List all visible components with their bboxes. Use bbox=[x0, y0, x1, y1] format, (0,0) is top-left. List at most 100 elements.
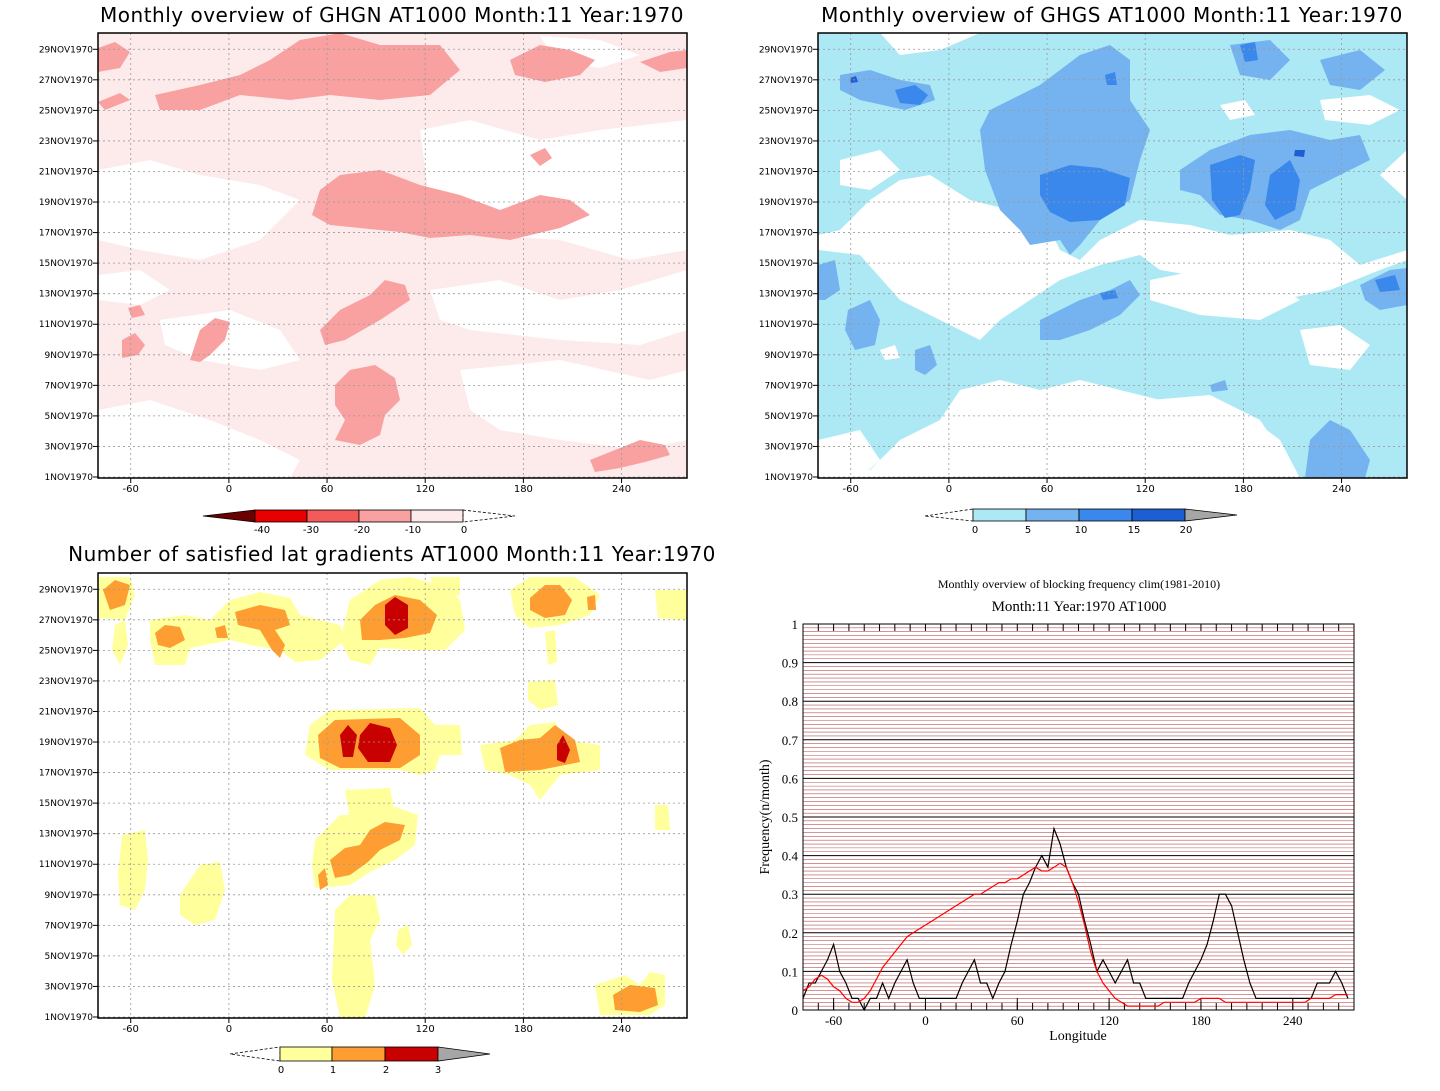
grad-level0-region bbox=[528, 680, 558, 710]
grad-level1-region bbox=[155, 625, 185, 648]
y-tick-label: 11NOV1970 bbox=[39, 320, 93, 330]
x-tick-label: 180 bbox=[514, 1024, 533, 1035]
y-tick-label: 21NOV1970 bbox=[39, 167, 93, 177]
grad-level0-region bbox=[396, 925, 412, 955]
y-tick-label: 13NOV1970 bbox=[39, 830, 93, 840]
grad-level0-region bbox=[430, 577, 460, 600]
grad-level1-region bbox=[215, 625, 228, 638]
grad-axes: -60 0 60 120 180 240 1NOV1970 3NOV1970 5NOV1970 7… bbox=[39, 585, 631, 1035]
ghgn-neg10-patch bbox=[98, 93, 130, 110]
ghgn-colorbar-cell bbox=[306, 509, 360, 523]
ghgn-frame bbox=[97, 32, 688, 479]
ghgn-panel: Monthly overview of GHGN AT1000 Month:11… bbox=[39, 3, 688, 536]
ghgn-neg10-patch bbox=[98, 42, 130, 72]
y-tick-label: 25NOV1970 bbox=[39, 106, 93, 116]
y-tick-label: 9NOV1970 bbox=[765, 351, 814, 361]
x-tick-label: 0 bbox=[226, 484, 232, 495]
y-tick-label: 9NOV1970 bbox=[45, 351, 94, 361]
grad-colorbar-cell bbox=[229, 1046, 281, 1062]
ghgs-level10-region bbox=[1040, 165, 1130, 222]
ghgs-frame bbox=[817, 32, 1408, 479]
ghgn-neg10-patch bbox=[530, 148, 552, 166]
y-tick-label: 5NOV1970 bbox=[45, 952, 94, 962]
grad-field bbox=[98, 573, 687, 1018]
x-tick-label: 0 bbox=[226, 1024, 232, 1035]
ghgn-neg10-patch bbox=[190, 318, 230, 362]
freq-y-tick-label: 0.2 bbox=[782, 926, 798, 941]
ghgn-colorbar-label: -20 bbox=[354, 525, 370, 536]
ghgs-panel: Monthly overview of GHGS AT1000 Month:11… bbox=[759, 3, 1408, 536]
freq-y-tick-label: 0.5 bbox=[782, 810, 798, 825]
ghgs-colorbar-cell bbox=[924, 508, 974, 522]
ghgs-zero-patch bbox=[1150, 270, 1300, 320]
grad-level2-region bbox=[358, 723, 397, 762]
y-tick-label: 11NOV1970 bbox=[759, 320, 813, 330]
y-tick-label: 17NOV1970 bbox=[759, 229, 813, 239]
y-tick-label: 29NOV1970 bbox=[39, 585, 93, 595]
y-tick-label: 17NOV1970 bbox=[39, 229, 93, 239]
y-tick-label: 23NOV1970 bbox=[39, 137, 93, 147]
ghgs-level5-region bbox=[915, 345, 937, 375]
x-tick-label: 180 bbox=[1234, 484, 1253, 495]
y-tick-label: 29NOV1970 bbox=[759, 45, 813, 55]
ghgn-colorbar-cell bbox=[462, 509, 516, 523]
ghgn-neg10-patch bbox=[590, 440, 670, 472]
grad-level0-region bbox=[112, 620, 128, 665]
ghgs-colorbar-label: 0 bbox=[972, 525, 978, 536]
ghgn-colorbar-label: -10 bbox=[405, 525, 421, 536]
ghgn-zero-patch bbox=[98, 270, 170, 305]
grad-title: Number of satisfied lat gradients AT1000… bbox=[68, 542, 716, 566]
grad-level2-region bbox=[385, 597, 408, 635]
y-tick-label: 27NOV1970 bbox=[39, 616, 93, 626]
freq-frame bbox=[802, 623, 1355, 1011]
grad-panel: Number of satisfied lat gradients AT1000… bbox=[39, 542, 716, 1076]
x-tick-label: 180 bbox=[514, 484, 533, 495]
ghgs-zero-patch bbox=[1300, 325, 1370, 370]
ghgs-colorbar-cell bbox=[1078, 508, 1133, 522]
grad-colorbar-cell bbox=[279, 1046, 333, 1062]
grad-grid bbox=[98, 573, 687, 1018]
y-tick-label: 15NOV1970 bbox=[759, 259, 813, 269]
ghgn-colorbar-cell bbox=[254, 509, 308, 523]
y-tick-label: 7NOV1970 bbox=[765, 381, 814, 391]
freq-x-tick-label: -60 bbox=[825, 1013, 842, 1028]
grad-frame bbox=[97, 572, 688, 1019]
freq-series-clim-line bbox=[802, 862, 1348, 1007]
freq-y-tick-label: 1 bbox=[792, 617, 799, 632]
ghgs-zero-patch bbox=[1220, 100, 1255, 120]
grad-level0-region bbox=[655, 590, 687, 620]
freq-y-tick-label: 0 bbox=[792, 1003, 799, 1018]
y-tick-label: 3NOV1970 bbox=[45, 982, 94, 992]
grad-colorbar: 0 1 2 3 bbox=[229, 1046, 491, 1076]
freq-x-tick-label: 240 bbox=[1283, 1013, 1303, 1028]
freq-xlabel: Longitude bbox=[1049, 1029, 1107, 1044]
ghgs-level5-region bbox=[818, 260, 840, 300]
x-tick-label: -60 bbox=[843, 484, 859, 495]
ghgs-grid bbox=[818, 33, 1407, 478]
y-tick-label: 19NOV1970 bbox=[39, 738, 93, 748]
freq-subtitle: Month:11 Year:1970 AT1000 bbox=[992, 599, 1167, 615]
ghgn-title: Monthly overview of GHGN AT1000 Month:11… bbox=[100, 3, 684, 27]
freq-grid bbox=[803, 623, 1354, 1011]
freq-y-tick-label: 0.6 bbox=[782, 771, 799, 786]
y-tick-label: 13NOV1970 bbox=[39, 290, 93, 300]
freq-y-tick-label: 0.4 bbox=[782, 849, 799, 864]
grad-level1-region bbox=[530, 585, 572, 618]
y-tick-label: 15NOV1970 bbox=[39, 799, 93, 809]
freq-y-tick-label: 0.1 bbox=[782, 964, 798, 979]
x-tick-label: 60 bbox=[321, 484, 334, 495]
grad-colorbar-cell bbox=[331, 1046, 386, 1062]
y-tick-label: 3NOV1970 bbox=[45, 442, 94, 452]
y-tick-label: 19NOV1970 bbox=[39, 198, 93, 208]
y-tick-label: 27NOV1970 bbox=[759, 76, 813, 86]
y-tick-label: 13NOV1970 bbox=[759, 290, 813, 300]
grad-colorbar-label: 1 bbox=[330, 1065, 336, 1076]
ghgs-zero-patch bbox=[818, 430, 880, 478]
ghgs-level15-region bbox=[1294, 150, 1305, 157]
ghgs-colorbar-label: 20 bbox=[1180, 525, 1193, 536]
ghgs-level10-region bbox=[1105, 72, 1117, 85]
ghgn-neg10-patch bbox=[640, 50, 687, 72]
ghgs-colorbar-cell bbox=[1025, 508, 1080, 522]
y-tick-label: 5NOV1970 bbox=[765, 412, 814, 422]
ghgs-level10-region bbox=[1375, 275, 1400, 292]
